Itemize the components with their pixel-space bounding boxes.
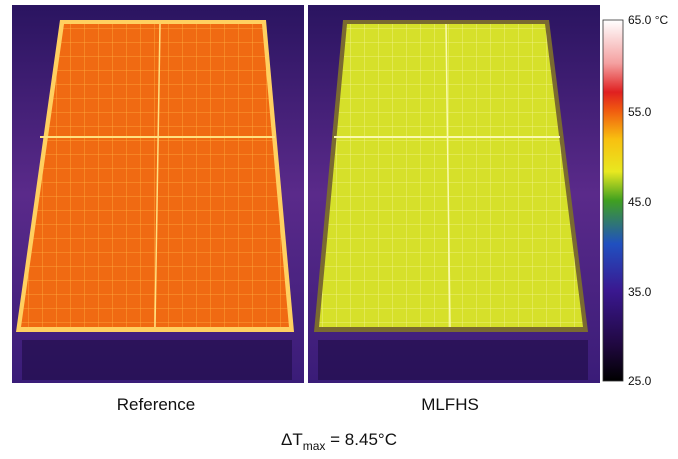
colorbar-tick-label: 65.0 °C [628, 13, 668, 27]
panel-seam [445, 23, 451, 328]
colorbar-tick-label: 35.0 [628, 285, 652, 299]
reference-image [12, 5, 304, 383]
panel-seam [154, 23, 161, 328]
image-label: Reference [117, 395, 195, 414]
colorbar-tick-label: 55.0 [628, 105, 652, 119]
panel [21, 24, 289, 327]
colorbar [602, 19, 624, 382]
caption-subscript: max [303, 439, 326, 453]
colorbar-tick-label: 45.0 [628, 195, 652, 209]
caption-symbol: ΔT [281, 430, 303, 449]
panel [319, 24, 583, 327]
caption-rest: = 8.45°C [325, 430, 397, 449]
image-label: MLFHS [421, 395, 479, 414]
colorbar-tick-label: 25.0 [628, 374, 652, 388]
caption: ΔTmax = 8.45°C [281, 430, 397, 453]
ground [318, 340, 588, 380]
mlfhs-image [308, 5, 600, 383]
ground [22, 340, 292, 380]
colorbar-ticks: 65.0 °C 55.0 45.0 35.0 25.0 [628, 13, 668, 388]
